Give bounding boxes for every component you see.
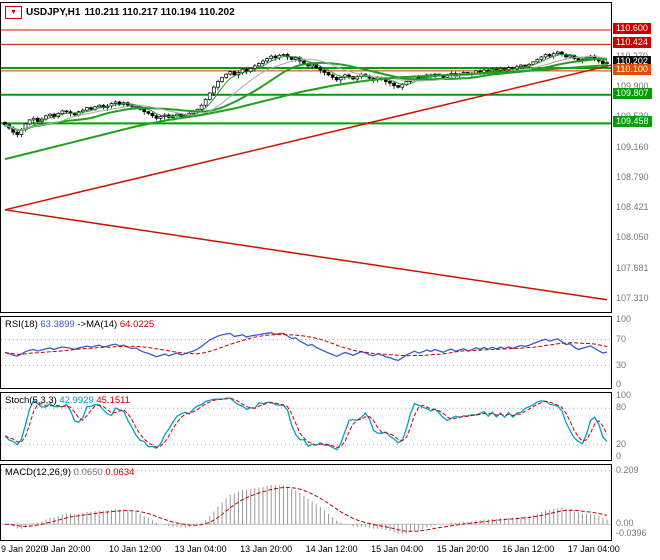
rsi-panel[interactable]: RSI(18) 63.3899 ->MA(14) 64.0225 [0, 316, 612, 389]
trendline[interactable] [4, 209, 608, 301]
indicator-line [4, 397, 608, 448]
macd-axis-label: 0.209 [616, 464, 639, 475]
macd-axis-label: -0.0396 [616, 528, 647, 539]
stoch-axis-label: 0 [616, 451, 622, 461]
stochastic-label: Stoch(5,3,3) 42.9929 45.1511 [5, 395, 130, 406]
price-axis-label: 107.681 [616, 262, 649, 273]
rsi-axis-label: 100 [616, 314, 632, 324]
indicator-line [4, 486, 608, 532]
stoch-signal-value: 45.1511 [96, 395, 131, 406]
price-axis-label: 108.790 [616, 171, 649, 182]
rsi-name: RSI(18) [5, 319, 38, 330]
macd-chart-svg[interactable] [1, 465, 611, 540]
ohlc-readout: 110.211 110.217 110.194 110.202 [84, 7, 235, 18]
stoch-name: Stoch(5,3,3) [5, 395, 57, 406]
price-badge: 110.600 [613, 22, 651, 34]
main-chart-panel[interactable]: ▼ USDJPY,H1 110.211 110.217 110.194 110.… [0, 2, 612, 313]
price-axis-label: 108.421 [616, 202, 649, 213]
macd-name: MACD(12,26,9) [5, 467, 71, 478]
moving-average-line [4, 53, 608, 131]
stoch-value: 42.9929 [59, 395, 94, 406]
time-axis-label: 13 Jan 04:00 [174, 544, 227, 554]
time-axis-label: 9 Jan 20:00 [43, 544, 91, 554]
time-axis[interactable]: 9 Jan 2020 9 Jan 20:00 10 Jan 12:00 13 Jan … [0, 541, 660, 560]
price-axis-label: 109.900 [616, 81, 649, 92]
stochastic-chart-svg[interactable] [1, 393, 611, 460]
rsi-value: 63.3899 [40, 319, 75, 330]
trendline[interactable] [4, 64, 611, 211]
price-axis-label: 108.050 [616, 232, 649, 243]
price-axis[interactable]: 110.270109.900109.530109.160108.790108.4… [612, 0, 660, 560]
price-badge: 109.458 [613, 116, 652, 128]
price-chart-svg[interactable] [1, 3, 611, 312]
rsi-ma-name: ->MA(14) [77, 319, 118, 330]
macd-signal-value: 0.0634 [105, 467, 135, 478]
time-axis-label: 15 Jan 20:00 [436, 544, 489, 554]
rsi-ma-value: 64.0225 [119, 319, 155, 330]
price-axis-label: 107.310 [616, 292, 649, 303]
macd-axis-label: 0.00 [616, 518, 634, 529]
time-axis-label: 14 Jan 12:00 [305, 544, 358, 554]
rsi-axis-label: 30 [616, 359, 627, 370]
time-axis-label: 9 Jan 2020 [1, 544, 46, 554]
price-badge: 109.807 [613, 87, 652, 99]
time-axis-label: 13 Jan 20:00 [240, 544, 293, 554]
macd-histogram [8, 485, 608, 535]
price-badge: 110.424 [613, 37, 651, 49]
stoch-axis-label: 100 [616, 390, 632, 400]
macd-panel[interactable]: MACD(12,26,9) 0.0650 0.0634 [0, 464, 612, 541]
time-axis-label: 10 Jan 12:00 [109, 544, 162, 554]
rsi-chart-svg[interactable] [1, 317, 611, 388]
macd-value: 0.0650 [73, 467, 103, 478]
stochastic-panel[interactable]: Stoch(5,3,3) 42.9929 45.1511 [0, 392, 612, 461]
price-badge: 110.202 [613, 55, 651, 67]
moving-average-line [4, 64, 608, 161]
price-axis-label: 109.160 [616, 141, 649, 152]
symbol-timeframe: USDJPY,H1 [26, 7, 81, 18]
chart-title: ▼ USDJPY,H1 110.211 110.217 110.194 110.… [5, 6, 235, 19]
symbol-menu-button[interactable]: ▼ [5, 6, 22, 19]
time-axis-label: 16 Jan 12:00 [502, 544, 555, 554]
time-axis-label: 15 Jan 04:00 [371, 544, 424, 554]
stoch-axis-label: 80 [616, 402, 627, 413]
rsi-axis-label: 0 [616, 379, 622, 389]
rsi-label: RSI(18) 63.3899 ->MA(14) 64.0225 [5, 319, 154, 330]
macd-label: MACD(12,26,9) 0.0650 0.0634 [5, 467, 134, 478]
rsi-axis-label: 70 [616, 333, 627, 344]
price-badge: 110.100 [613, 63, 651, 75]
indicator-line [4, 334, 608, 357]
indicator-line [4, 332, 608, 362]
moving-average-line [4, 57, 608, 131]
dropdown-arrow-icon: ▼ [10, 9, 17, 16]
time-axis-label: 17 Jan 04:00 [567, 544, 620, 554]
stoch-axis-label: 20 [616, 438, 627, 449]
